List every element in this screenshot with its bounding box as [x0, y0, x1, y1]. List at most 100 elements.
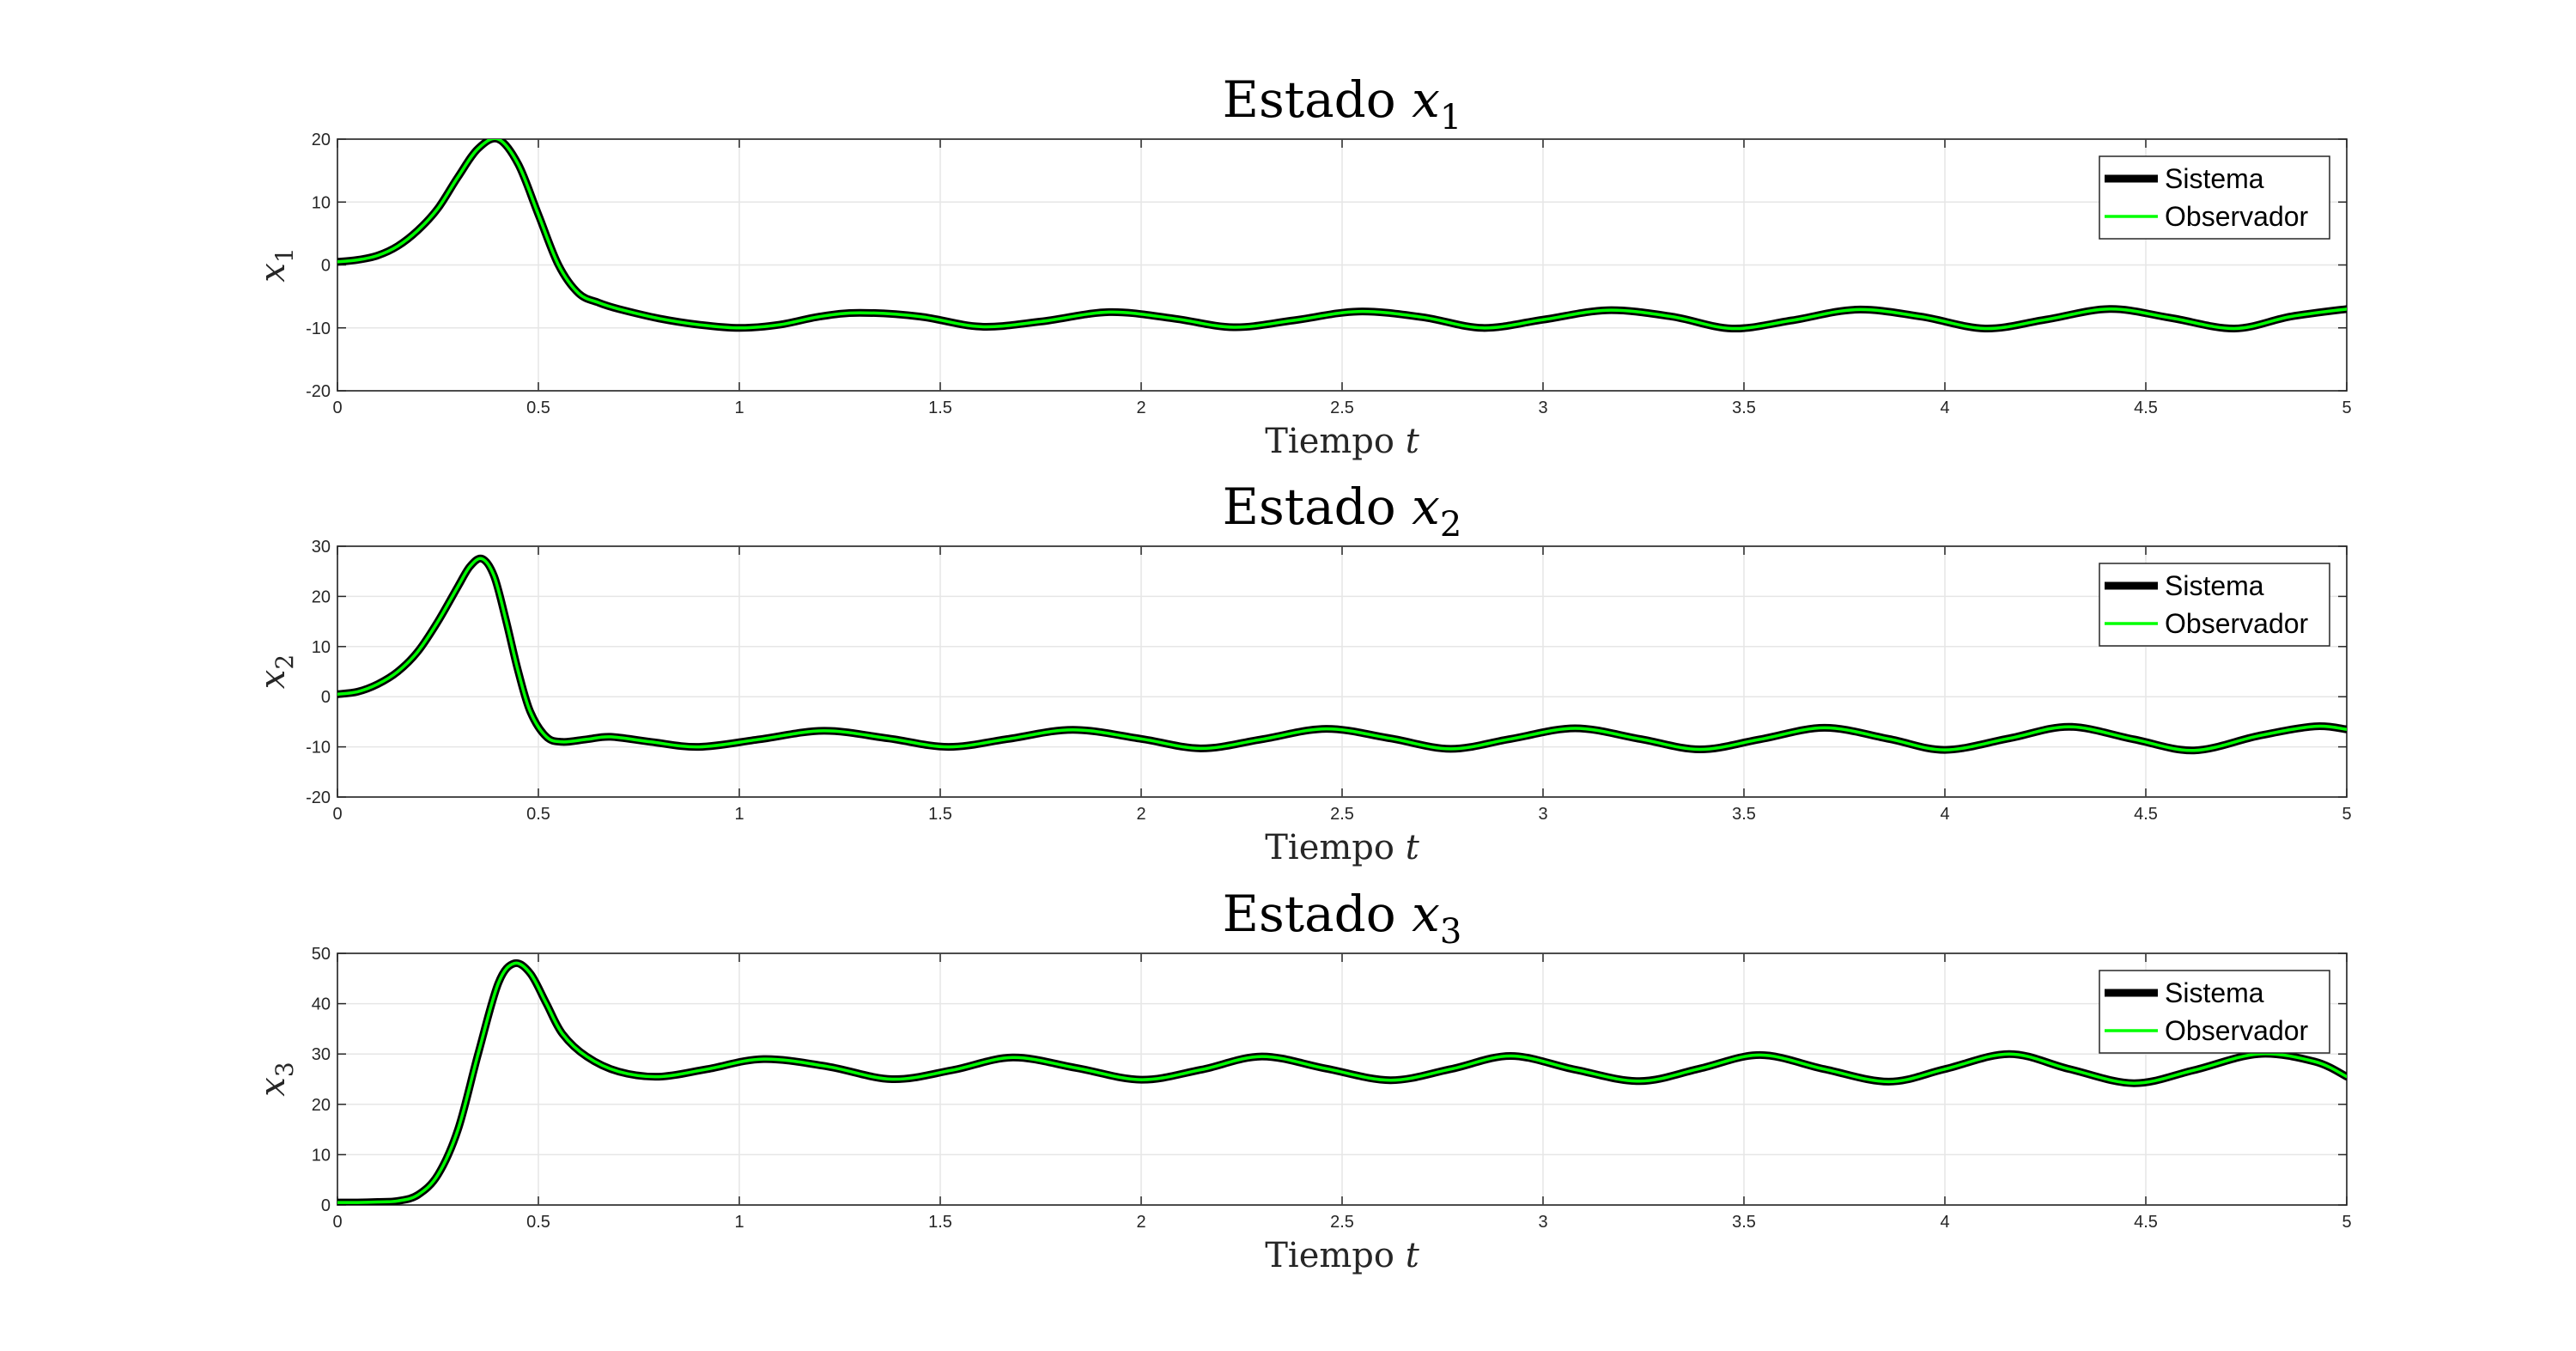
x-label-variable: t — [1406, 828, 1420, 867]
series-line-observador — [337, 139, 2347, 331]
y-tick-label: 0 — [321, 257, 331, 276]
legend-label: Sistema — [2165, 570, 2264, 601]
y-tick-label: -10 — [306, 319, 331, 338]
y-tick-label: 50 — [312, 945, 331, 964]
y-label-variable: x — [253, 1077, 293, 1097]
x-tick-label: 5 — [2342, 805, 2351, 824]
y-label-subscript: 2 — [270, 654, 299, 670]
x-tick-label: 4 — [1940, 399, 1949, 417]
x-tick-label: 4.5 — [2134, 1213, 2158, 1232]
y-tick-label: -20 — [306, 382, 331, 401]
x-tick-label: 2.5 — [1330, 399, 1354, 417]
y-axis-label: x1 — [253, 247, 299, 282]
chart-title: Estado x1 — [1223, 70, 1462, 137]
legend: Sistema Observador — [2099, 563, 2330, 647]
series-line-observador — [337, 961, 2347, 1204]
legend-box — [2099, 563, 2330, 647]
legend-label: Observador — [2165, 1015, 2309, 1046]
x-label-variable: t — [1406, 1236, 1420, 1275]
x-axis-label: Tiempo t — [1265, 1236, 1419, 1275]
x-tick-label: 3.5 — [1732, 805, 1756, 824]
y-axis-label: x2 — [253, 654, 299, 689]
legend-label: Sistema — [2165, 163, 2264, 194]
x-tick-label: 2 — [1136, 805, 1145, 824]
x-tick-label: 4.5 — [2134, 805, 2158, 824]
x-tick-label: 5 — [2342, 399, 2351, 417]
x-tick-label: 2.5 — [1330, 1213, 1354, 1232]
series-line-observador — [337, 557, 2347, 752]
x-tick-label: 1.5 — [928, 1213, 952, 1232]
legend-label: Observador — [2165, 608, 2309, 639]
y-tick-label: 20 — [312, 1096, 331, 1115]
x-axis-label: Tiempo t — [1265, 828, 1419, 867]
x-label-text: Tiempo — [1265, 1236, 1394, 1275]
title-subscript: 1 — [1440, 98, 1461, 137]
axes-border — [337, 545, 2348, 798]
chart-title: Estado x3 — [1223, 885, 1462, 952]
y-tick-label: 30 — [312, 1045, 331, 1064]
y-tick-label: 20 — [312, 131, 331, 149]
x-tick-label: 2 — [1136, 399, 1145, 417]
x-tick-label: 1 — [734, 399, 744, 417]
legend-box — [2099, 970, 2330, 1054]
x-tick-label: 0 — [332, 399, 342, 417]
legend: Sistema Observador — [2099, 155, 2330, 240]
subplot-2: 0 0.5 1 1.5 2 2.5 3 3.5 4 4.5 5 -20 -10 0 10 20 30 Estado… — [253, 478, 2352, 867]
x-tick-label: 0 — [332, 1213, 342, 1232]
legend-label: Sistema — [2165, 977, 2264, 1008]
y-tick-label: -20 — [306, 788, 331, 807]
title-text: Estado — [1223, 70, 1396, 129]
y-tick-label: 10 — [312, 193, 331, 212]
x-tick-label: 4.5 — [2134, 399, 2158, 417]
x-tick-label: 3 — [1538, 805, 1547, 824]
y-tick-label: -10 — [306, 739, 331, 758]
title-subscript: 2 — [1440, 505, 1461, 545]
x-tick-label: 4 — [1940, 1213, 1949, 1232]
x-tick-label: 0.5 — [526, 805, 550, 824]
title-text: Estado — [1223, 478, 1396, 536]
x-tick-label: 1 — [734, 1213, 744, 1232]
x-tick-label: 1.5 — [928, 805, 952, 824]
x-label-variable: t — [1406, 422, 1420, 461]
title-variable: x — [1412, 478, 1440, 536]
title-variable: x — [1412, 70, 1440, 129]
y-label-subscript: 1 — [270, 247, 299, 263]
x-tick-label: 3 — [1538, 1213, 1547, 1232]
y-tick-label: 20 — [312, 587, 331, 606]
y-tick-label: 0 — [321, 688, 331, 707]
x-tick-label: 1 — [734, 805, 744, 824]
y-tick-label: 0 — [321, 1196, 331, 1215]
x-tick-label: 2 — [1136, 1213, 1145, 1232]
x-tick-label: 5 — [2342, 1213, 2351, 1232]
legend-label: Observador — [2165, 201, 2309, 232]
title-text: Estado — [1223, 885, 1396, 943]
y-tick-label: 10 — [312, 1146, 331, 1165]
x-tick-label: 0.5 — [526, 1213, 550, 1232]
chart-title: Estado x2 — [1223, 478, 1462, 545]
x-label-text: Tiempo — [1265, 422, 1394, 461]
x-tick-label: 1.5 — [928, 399, 952, 417]
x-tick-label: 3.5 — [1732, 399, 1756, 417]
legend: Sistema Observador — [2099, 970, 2330, 1054]
x-label-text: Tiempo — [1265, 828, 1394, 867]
x-tick-label: 0 — [332, 805, 342, 824]
y-tick-label: 10 — [312, 638, 331, 657]
x-tick-label: 0.5 — [526, 399, 550, 417]
x-tick-label: 2.5 — [1330, 805, 1354, 824]
legend-box — [2099, 155, 2330, 240]
y-label-variable: x — [253, 670, 293, 690]
x-tick-label: 4 — [1940, 805, 1949, 824]
y-tick-label: 30 — [312, 538, 331, 557]
subplot-1: 0 0.5 1 1.5 2 2.5 3 3.5 4 4.5 5 -20 -10 0 10 20 Estado x… — [253, 70, 2352, 461]
title-variable: x — [1412, 885, 1440, 943]
title-subscript: 3 — [1440, 912, 1461, 952]
x-axis-label: Tiempo t — [1265, 422, 1419, 461]
x-tick-label: 3.5 — [1732, 1213, 1756, 1232]
y-axis-label: x3 — [253, 1062, 299, 1096]
x-tick-label: 3 — [1538, 399, 1547, 417]
y-tick-label: 40 — [312, 995, 331, 1014]
y-label-subscript: 3 — [270, 1062, 299, 1077]
y-label-variable: x — [253, 263, 293, 283]
